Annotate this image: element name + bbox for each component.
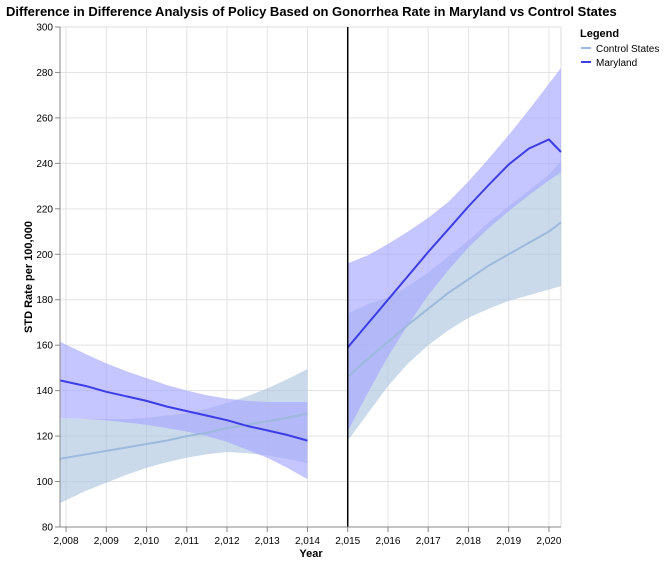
x-tick-label: 2,008 <box>54 536 79 547</box>
y-tick-label: 260 <box>36 113 53 124</box>
x-axis-label: Year <box>299 548 323 560</box>
y-tick-label: 140 <box>36 386 53 397</box>
x-tick-label: 2,010 <box>134 536 159 547</box>
x-tick-label: 2,009 <box>94 536 119 547</box>
x-tick-label: 2,018 <box>456 536 481 547</box>
x-tick-label: 2,015 <box>335 536 360 547</box>
legend-label-maryland: Maryland <box>596 58 637 69</box>
x-tick-label: 2,019 <box>496 536 521 547</box>
legend-label-control-states: Control States <box>596 44 659 55</box>
y-tick-label: 180 <box>36 295 53 306</box>
y-tick-label: 120 <box>36 432 53 443</box>
trend-line-maryland-1 <box>346 138 562 349</box>
y-tick-label: 80 <box>42 523 54 534</box>
axes: 80 100 120 140 160 180 200 220 240 260 280 300 2,008… <box>36 23 562 548</box>
x-tick-label: 2,013 <box>255 536 280 547</box>
legend-title: Legend <box>580 28 619 40</box>
y-tick-label: 160 <box>36 341 53 352</box>
x-tick-label: 2,020 <box>536 536 561 547</box>
trend-line-control-states-0 <box>59 412 308 460</box>
y-tick-label: 300 <box>36 23 53 34</box>
x-tick-label: 2,012 <box>214 536 239 547</box>
y-tick-label: 240 <box>36 159 53 170</box>
y-tick-label: 280 <box>36 68 53 79</box>
trend-lines <box>59 27 562 527</box>
confidence-band-maryland-1 <box>347 67 561 432</box>
x-tick-label: 2,011 <box>175 536 200 547</box>
trend-line-control-states-1 <box>347 221 562 378</box>
y-tick-label: 200 <box>36 250 53 261</box>
confidence-bands <box>60 67 561 504</box>
x-tick-label: 2,014 <box>295 536 320 547</box>
x-tick-label: 2,016 <box>375 536 400 547</box>
legend: Legend Control States Maryland <box>580 28 659 69</box>
y-axis-label: STD Rate per 100,000 <box>23 221 35 333</box>
confidence-band-control-states-1 <box>347 161 561 441</box>
y-tick-label: 220 <box>36 204 53 215</box>
trend-line-maryland-0 <box>59 379 308 442</box>
chart-title: Difference in Difference Analysis of Pol… <box>6 4 617 19</box>
x-tick-label: 2,017 <box>416 536 441 547</box>
y-tick-label: 100 <box>36 477 53 488</box>
